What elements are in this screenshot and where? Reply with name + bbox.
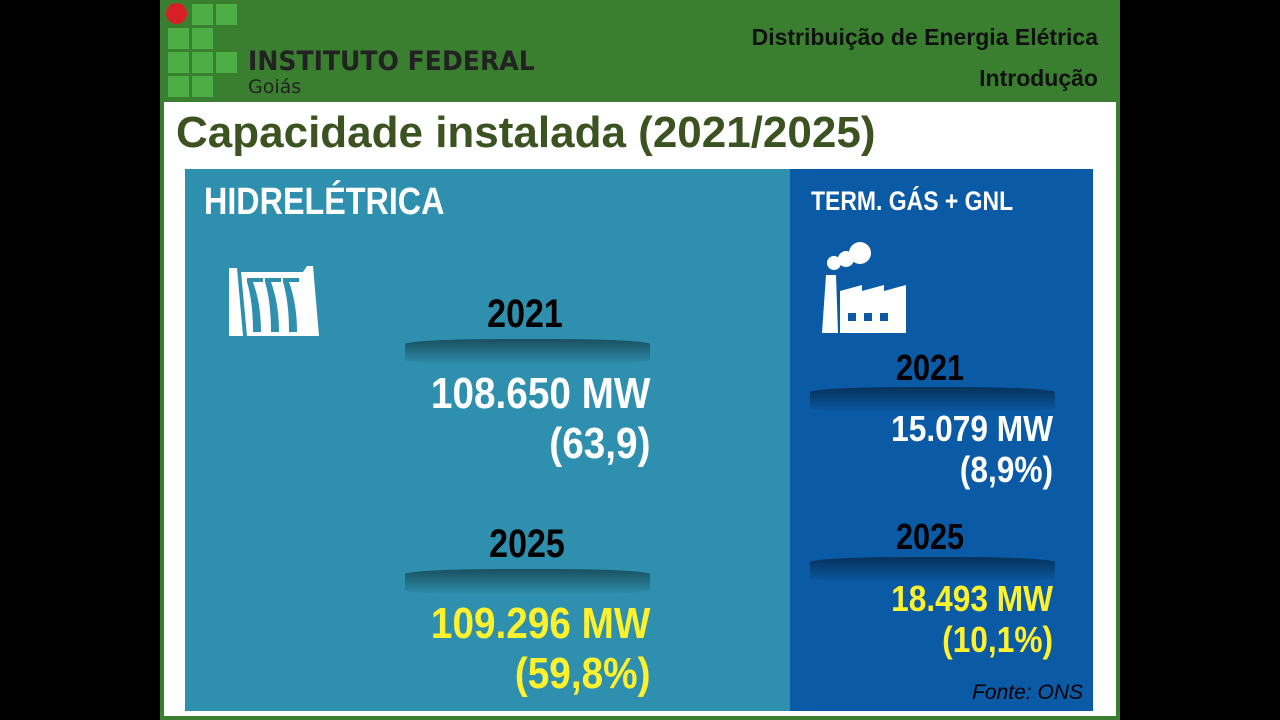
dam-icon: [229, 266, 319, 336]
gas-value-2025: 18.493 MW (10,1%): [891, 578, 1053, 660]
logo-sub: Goiás: [248, 76, 302, 98]
hydro-year-2021: 2021: [487, 292, 563, 336]
hydro-label: HIDRELÉTRICA: [204, 181, 445, 223]
hydro-value-2025: 109.296 MW (59,8%): [430, 599, 650, 698]
gas-label: TERM. GÁS + GNL: [811, 186, 1014, 216]
gas-panel: TERM. GÁS + GNL 2021 15.079 MW (8,9%) 202…: [790, 169, 1093, 711]
header: INSTITUTO FEDERAL Goiás Distribuição de …: [164, 0, 1116, 102]
hydro-value-2021: 108.650 MW (63,9): [430, 369, 650, 468]
logo-name: INSTITUTO FEDERAL: [248, 46, 535, 77]
page-title: Capacidade instalada (2021/2025): [176, 108, 876, 157]
hydro-year-2025: 2025: [489, 522, 565, 566]
section-title: Introdução: [979, 65, 1098, 91]
slide: INSTITUTO FEDERAL Goiás Distribuição de …: [160, 0, 1120, 720]
course-title: Distribuição de Energia Elétrica: [751, 24, 1098, 50]
factory-icon: [822, 242, 906, 333]
source-note: Fonte: ONS: [972, 681, 1083, 704]
hydro-panel: HIDRELÉTRICA 2021 108.650 MW (63,9) 2025 …: [185, 169, 790, 711]
gas-year-2021: 2021: [895, 347, 965, 388]
gas-year-2025: 2025: [895, 516, 965, 557]
gas-value-2021: 15.079 MW (8,9%): [891, 408, 1053, 490]
